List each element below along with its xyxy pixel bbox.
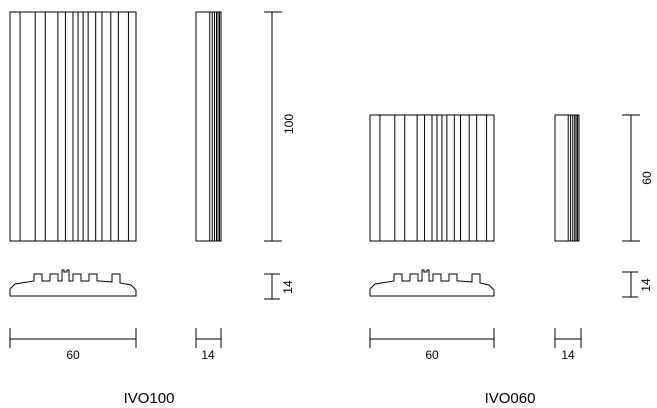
ivo060-depth-side-label: 14	[639, 278, 653, 292]
ivo100-width-label: 60	[66, 348, 80, 362]
ivo100-depth-front-label: 14	[201, 348, 215, 362]
ivo060-height-label: 60	[640, 171, 654, 185]
ivo060-model-name: IVO060	[485, 390, 536, 407]
ivo100-width-dimension: 60	[9, 328, 137, 362]
ivo060-depth-dimension-front: 14	[554, 328, 582, 362]
ivo060-width-dimension: 60	[369, 328, 495, 362]
ivo060-height-dimension: 60	[622, 114, 654, 242]
ivo100-height-dimension: 100	[264, 11, 296, 242]
ivo100-depth-dimension-front: 14	[195, 328, 222, 362]
ivo100-model-name: IVO100	[124, 390, 175, 407]
ivo100-depth-side-label: 14	[281, 280, 295, 294]
ivo060-width-label: 60	[425, 348, 439, 362]
model-ivo060: 60 14 60 14 IVO060	[369, 114, 654, 407]
ivo060-side-view	[554, 114, 580, 242]
ivo100-depth-dimension-side: 14	[264, 273, 295, 300]
ivo060-profile-view	[369, 269, 495, 297]
ivo060-front-view	[369, 114, 495, 242]
ivo060-depth-front-label: 14	[561, 348, 575, 362]
ivo100-height-label: 100	[282, 114, 296, 134]
ivo100-side-view	[195, 11, 222, 242]
ivo100-front-view	[9, 11, 137, 242]
model-ivo100: 100 14 60 14 IVO100	[9, 11, 296, 407]
ivo060-depth-dimension-side: 14	[622, 271, 653, 298]
ivo100-profile-view	[9, 269, 137, 297]
